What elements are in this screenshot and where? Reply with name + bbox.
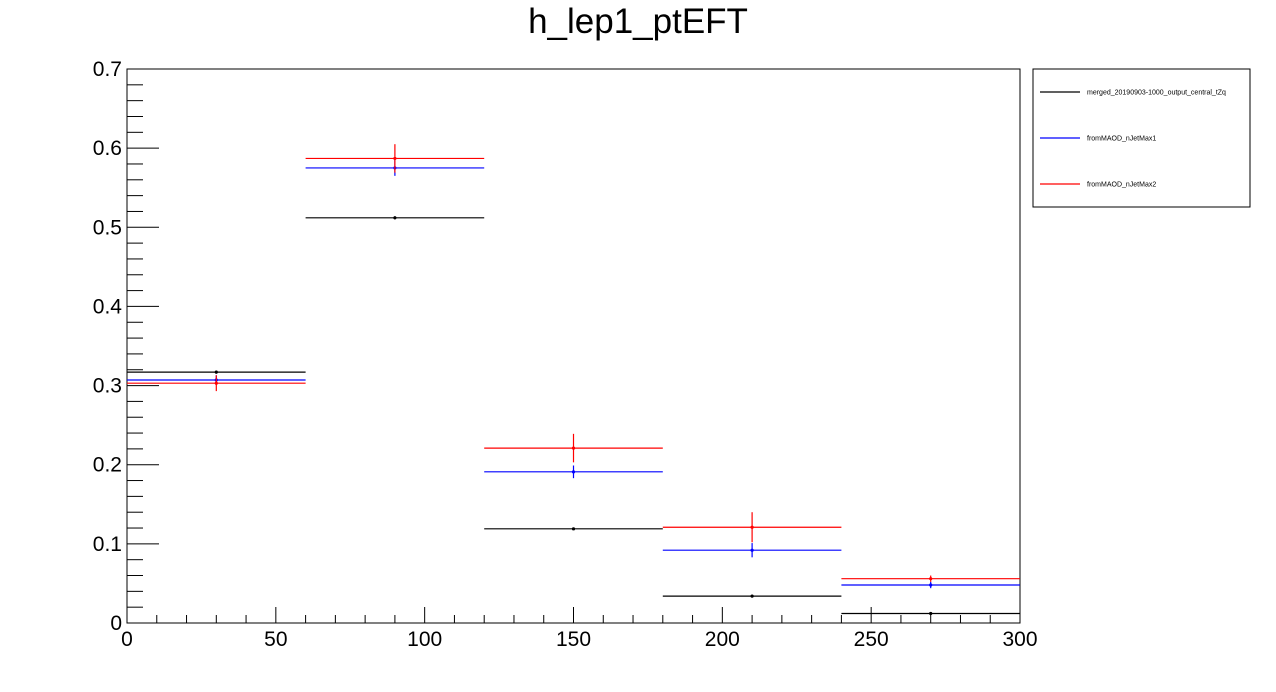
data-point <box>929 583 933 587</box>
series-group <box>127 144 1020 616</box>
x-tick-label: 100 <box>407 628 442 651</box>
plot-frame <box>126 68 1021 624</box>
y-tick-label: 0.6 <box>93 137 122 160</box>
data-point <box>750 594 754 598</box>
data-point <box>750 525 754 529</box>
y-tick-label: 0.5 <box>93 216 122 239</box>
y-tick-label: 0.2 <box>93 454 122 477</box>
legend: merged_20190903-1000_output_central_tZqf… <box>1032 68 1251 208</box>
chart-title: h_lep1_ptEFT <box>528 2 748 41</box>
axis-ticks-group: 0 50 100 150 200 250 300 0 0.1 0.2 0.3 0.4 0.5 0.6 0.7 <box>93 58 1038 651</box>
legend-label: fromMAOD_nJetMax2 <box>1087 182 1156 189</box>
data-point <box>571 446 576 450</box>
x-tick-label: 50 <box>264 628 287 651</box>
y-tick-label: 0.1 <box>93 533 122 556</box>
data-point <box>750 548 754 552</box>
data-point <box>393 156 397 161</box>
x-tick-label: 250 <box>854 628 889 651</box>
x-tick-label: 0 <box>121 628 133 651</box>
data-point <box>571 527 576 531</box>
data-point <box>393 216 397 220</box>
y-tick-label: 0.3 <box>93 375 122 398</box>
plot-frame-group <box>126 68 1021 624</box>
x-tick-label: 200 <box>705 628 740 651</box>
y-tick-label: 0.4 <box>93 295 123 318</box>
legend-label: fromMAOD_nJetMax1 <box>1087 136 1156 143</box>
data-point <box>571 470 576 474</box>
data-point <box>214 381 218 385</box>
x-tick-label: 150 <box>556 628 591 651</box>
legend-label: merged_20190903-1000_output_central_tZq <box>1087 90 1226 97</box>
data-point <box>214 370 218 374</box>
y-tick-label: 0.7 <box>93 58 122 81</box>
x-tick-label: 300 <box>1002 628 1037 651</box>
y-tick-label: 0 <box>110 612 122 635</box>
data-point <box>929 611 933 616</box>
data-point <box>929 577 933 581</box>
